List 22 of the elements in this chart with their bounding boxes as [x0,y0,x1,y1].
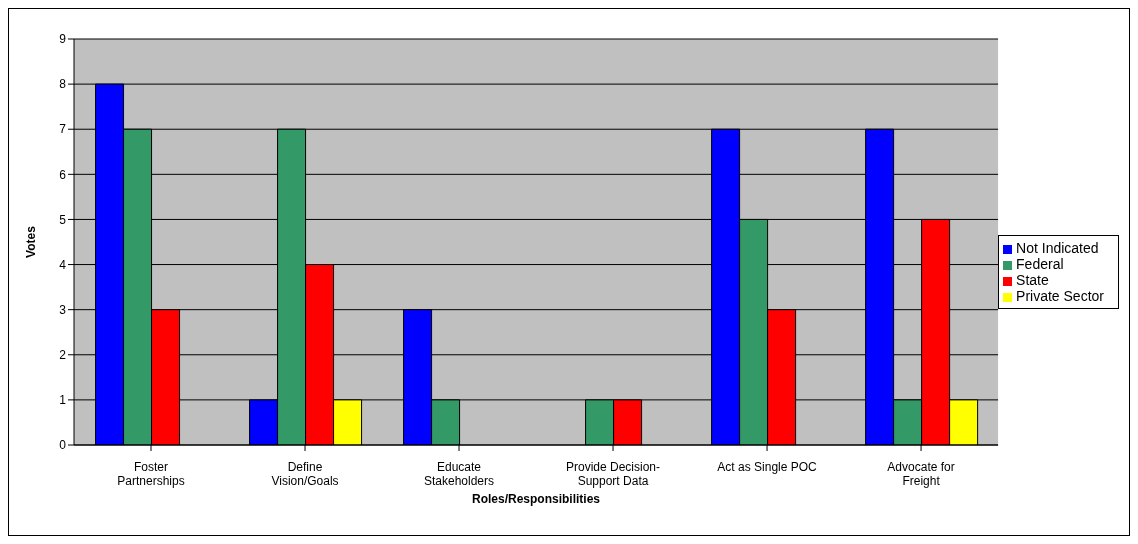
legend-label: State [1016,272,1049,288]
x-tick-label: Define Vision/Goals [271,460,339,488]
y-tick-label: 0 [59,438,67,453]
x-tick-label: Foster Partnerships [117,460,185,488]
x-tick-label: Provide Decision-Support Data [566,460,661,488]
y-tick-label: 2 [59,348,67,363]
y-tick-label: 7 [59,122,67,137]
x-axis-title: Roles/Responsibilities [472,492,601,506]
legend-label: Not Indicated [1016,240,1099,256]
y-tick-label: 1 [59,393,67,408]
y-tick-label: 4 [59,257,67,272]
x-tick-label: Advocate for Freight [887,460,955,488]
legend-label: Federal [1016,256,1064,272]
y-tick-label: 5 [59,212,67,227]
y-tick-label: 9 [59,32,67,47]
y-tick-label: 8 [59,77,67,92]
y-tick-label: 3 [59,302,67,317]
y-tick-label: 6 [59,167,67,182]
x-tick-label: Educate Stakeholders [424,460,495,488]
legend-label: Private Sector [1016,288,1104,304]
x-tick-label: Act as Single POC [717,460,818,474]
y-axis-title: Votes [24,225,39,258]
